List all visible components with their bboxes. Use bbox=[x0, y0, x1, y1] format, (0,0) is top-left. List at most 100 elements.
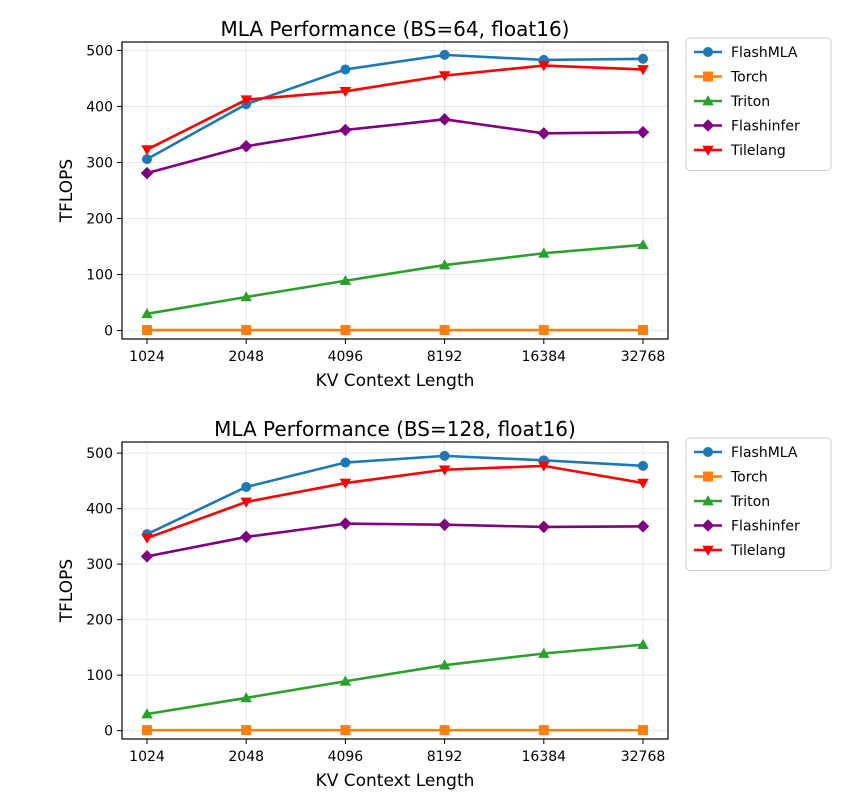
data-point-tilelang bbox=[438, 71, 451, 82]
series-torch bbox=[142, 725, 648, 736]
data-point-torch bbox=[340, 325, 351, 336]
data-point-flashinfer bbox=[239, 139, 253, 153]
legend-marker bbox=[703, 71, 713, 82]
legend-label: Tilelang bbox=[730, 143, 786, 159]
legend-label: FlashMLA bbox=[731, 445, 798, 461]
y-tick-label: 0 bbox=[104, 324, 113, 340]
data-point-triton bbox=[637, 239, 649, 250]
data-point-flashinfer bbox=[537, 127, 551, 140]
data-point-tilelang bbox=[141, 145, 153, 156]
series-flashinfer bbox=[140, 113, 650, 180]
x-tick-label: 4096 bbox=[328, 749, 364, 765]
legend-box bbox=[685, 37, 832, 171]
legend-label: Flashinfer bbox=[731, 519, 800, 535]
legend-item-flashinfer: Flashinfer bbox=[694, 519, 800, 535]
data-point-triton bbox=[637, 638, 649, 649]
data-point-triton bbox=[339, 274, 352, 286]
legend-item-tilelang: Tilelang bbox=[694, 543, 786, 559]
data-point-triton bbox=[538, 247, 550, 258]
legend-marker bbox=[702, 145, 714, 156]
x-tick-label: 32768 bbox=[621, 349, 666, 365]
data-point-triton bbox=[438, 659, 451, 670]
legend-label: Triton bbox=[730, 94, 770, 110]
data-point-torch bbox=[638, 325, 648, 336]
legend-marker bbox=[701, 519, 715, 532]
x-axis-label: KV Context Length bbox=[316, 371, 475, 391]
data-point-torch bbox=[439, 725, 450, 736]
data-point-flashmla bbox=[142, 154, 152, 165]
data-point-triton bbox=[141, 708, 153, 719]
y-tick-label: 400 bbox=[86, 99, 113, 115]
data-point-flashinfer bbox=[140, 550, 154, 563]
data-point-flashinfer bbox=[339, 123, 352, 137]
data-point-flashinfer bbox=[339, 517, 352, 530]
data-point-torch bbox=[142, 725, 152, 736]
data-point-flashmla bbox=[439, 49, 450, 60]
series-line-flashmla bbox=[146, 454, 644, 536]
legend-marker bbox=[703, 447, 713, 457]
data-point-tilelang bbox=[339, 478, 352, 489]
legend-item-triton: Triton bbox=[694, 494, 770, 510]
data-point-torch bbox=[142, 325, 152, 336]
y-axis-label: TFLOPS bbox=[57, 559, 77, 623]
x-axis-label: KV Context Length bbox=[316, 771, 475, 791]
data-point-tilelang bbox=[141, 533, 153, 544]
x-tick-label: 2048 bbox=[228, 349, 264, 365]
data-point-flashmla bbox=[340, 457, 351, 468]
plot-frame bbox=[121, 441, 669, 740]
data-point-tilelang bbox=[538, 461, 550, 472]
legend-item-flashmla: FlashMLA bbox=[694, 445, 798, 461]
legend-marker bbox=[703, 47, 713, 57]
series-line-flashinfer bbox=[146, 522, 644, 558]
series-line-flashmla bbox=[146, 53, 644, 161]
series-tilelang bbox=[141, 61, 649, 156]
legend-label: Torch bbox=[730, 70, 768, 86]
legend-item-triton: Triton bbox=[694, 94, 770, 110]
legend-marker bbox=[701, 119, 715, 132]
y-tick-label: 500 bbox=[86, 43, 113, 59]
data-point-tilelang bbox=[240, 497, 252, 508]
x-tick-label: 4096 bbox=[328, 349, 364, 365]
data-point-torch bbox=[538, 325, 549, 336]
legend-item-flashmla: FlashMLA bbox=[694, 45, 798, 61]
y-tick-label: 300 bbox=[86, 557, 113, 573]
data-point-triton bbox=[240, 291, 252, 302]
data-point-flashinfer bbox=[537, 520, 551, 534]
subplot-1: 0 100 200 300 400 500 1024 2048 4096 8192 16384 327… bbox=[57, 17, 832, 391]
series-triton bbox=[141, 239, 649, 319]
data-point-triton bbox=[438, 259, 451, 270]
series-line-triton bbox=[146, 243, 644, 316]
x-tick-label: 8192 bbox=[427, 349, 463, 365]
legend-item-torch: Torch bbox=[694, 470, 768, 486]
data-point-flashinfer bbox=[239, 530, 253, 544]
y-tick-label: 500 bbox=[86, 446, 113, 462]
series-tilelang bbox=[141, 461, 649, 544]
y-tick-label: 0 bbox=[104, 724, 113, 740]
data-point-torch bbox=[439, 325, 450, 336]
data-point-tilelang bbox=[438, 465, 451, 476]
y-tick-label: 200 bbox=[86, 613, 113, 629]
data-point-flashinfer bbox=[140, 166, 154, 180]
data-point-tilelang bbox=[637, 65, 649, 76]
legend-item-tilelang: Tilelang bbox=[694, 143, 786, 159]
data-point-torch bbox=[538, 725, 549, 736]
legend-marker bbox=[702, 495, 714, 506]
x-tick-label: 2048 bbox=[228, 749, 264, 765]
chart-title: MLA Performance (BS=64, float16) bbox=[221, 17, 570, 41]
data-point-flashinfer bbox=[438, 113, 451, 126]
series-line-tilelang bbox=[146, 64, 644, 151]
data-point-flashmla bbox=[638, 460, 648, 471]
series-triton bbox=[141, 638, 649, 719]
data-point-triton bbox=[339, 675, 352, 686]
data-point-triton bbox=[240, 692, 252, 703]
series-line-flashinfer bbox=[146, 118, 644, 175]
legend-marker bbox=[702, 545, 714, 556]
x-tick-label: 16384 bbox=[522, 349, 567, 365]
legend-item-flashinfer: Flashinfer bbox=[694, 119, 800, 135]
data-point-tilelang bbox=[240, 95, 252, 106]
series-torch bbox=[142, 325, 648, 336]
y-tick-label: 400 bbox=[86, 502, 113, 518]
legend-label: Triton bbox=[730, 494, 770, 510]
data-point-torch bbox=[340, 725, 351, 736]
data-point-flashinfer bbox=[636, 520, 650, 533]
